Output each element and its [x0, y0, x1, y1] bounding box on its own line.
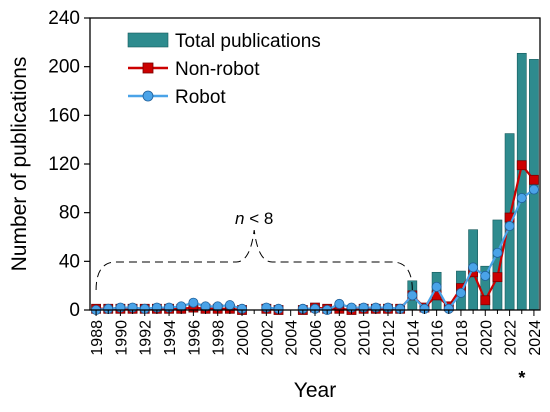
circle-marker-2016 [431, 281, 442, 292]
y-tick-label: 40 [59, 251, 80, 272]
x-tick-label: 2014 [405, 320, 422, 356]
circle-marker-2014 [407, 290, 418, 301]
y-axis-ticks: 0 40 80 120 160 200 240 [48, 8, 90, 321]
y-tick-label: 0 [69, 300, 80, 321]
x-tick-label: 2008 [332, 320, 349, 356]
y-tick-label: 80 [59, 203, 80, 224]
x-tick-label: 2016 [430, 320, 447, 356]
x-tick-label: 2022 [503, 320, 520, 356]
legend: Total publications Non-robot Robot [127, 31, 321, 108]
legend-label: Total publications [175, 31, 321, 52]
x-axis-ticks: 1988 1990 1992 1994 1996 1998 2000 2002 2004 2006… [89, 310, 544, 356]
x-tick-label: 1992 [138, 320, 155, 356]
x-tick-label: 2004 [284, 320, 301, 356]
circle-marker-2018 [455, 287, 466, 298]
y-tick-label: 120 [48, 154, 80, 175]
x-tick-label: 2012 [381, 320, 398, 356]
line-path [95, 188, 535, 312]
y-tick-label: 160 [48, 105, 80, 126]
square-marker-2024 [529, 174, 539, 185]
footnote-asterisk: * [518, 368, 525, 388]
x-tick-label: 1994 [162, 320, 179, 356]
x-tick-label: 1990 [113, 320, 130, 356]
x-axis-label: Year [294, 379, 336, 402]
x-tick-label: 2002 [259, 320, 276, 356]
circle-marker-1999 [224, 300, 235, 311]
square-marker-2020 [480, 295, 491, 306]
legend-label: Robot [175, 87, 226, 108]
x-tick-label: 2000 [235, 320, 252, 356]
x-tick-label: 1996 [186, 320, 203, 356]
circle-marker-1996 [188, 297, 199, 308]
x-tick-label: 2018 [454, 320, 471, 356]
circle-marker-2019 [468, 262, 479, 273]
y-axis-label: Number of publications [8, 57, 31, 272]
circle-marker-2023 [516, 193, 527, 204]
annotation-brace [95, 229, 413, 291]
x-tick-label: 2010 [357, 320, 374, 356]
annotation-italic: n [235, 209, 244, 228]
square-marker-2021 [492, 272, 503, 283]
legend-item-robot: Robot [128, 87, 226, 108]
y-tick-label: 240 [48, 8, 80, 29]
legend-swatch [127, 32, 169, 48]
line-path [96, 164, 535, 312]
legend-marker [142, 90, 154, 102]
x-tick-label: 1998 [211, 320, 228, 356]
legend-item-total-publications: Total publications [127, 31, 321, 52]
circle-marker-2021 [492, 247, 503, 258]
x-tick-label: 2020 [478, 320, 495, 356]
legend-item-non-robot: Non-robot [128, 59, 260, 80]
circle-marker-2022 [504, 221, 515, 232]
y-tick-label: 200 [48, 57, 80, 78]
circle-marker-2024 [528, 184, 539, 195]
annotation-rest: < 8 [245, 209, 274, 228]
circle-marker-2008 [334, 298, 345, 309]
legend-label: Non-robot [175, 59, 260, 80]
annotation-label: n < 8 [235, 209, 273, 228]
x-tick-label: 2006 [308, 320, 325, 356]
x-tick-label: 1988 [89, 320, 106, 356]
square-marker-2023 [516, 160, 527, 171]
legend-marker [142, 62, 154, 74]
x-tick-label: 2024 [527, 320, 544, 356]
circle-marker-2020 [480, 270, 491, 281]
